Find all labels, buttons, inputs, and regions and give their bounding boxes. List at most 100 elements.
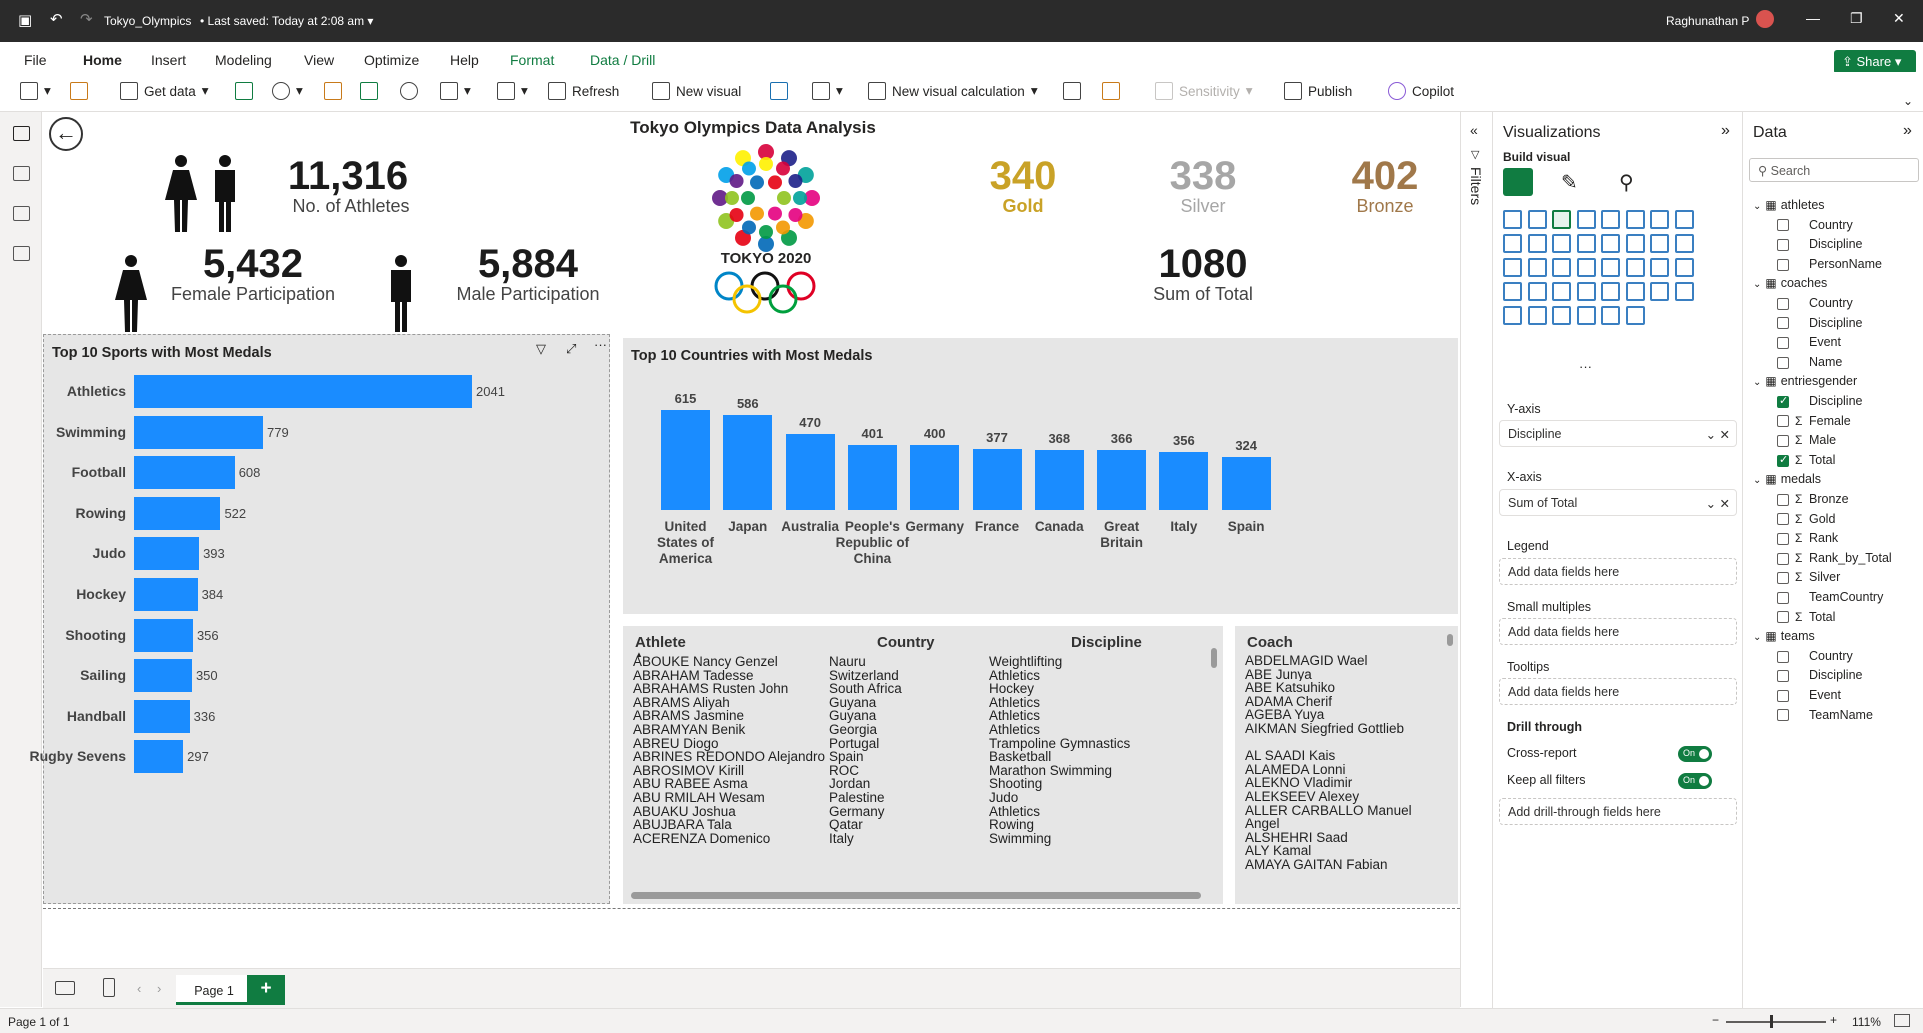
coaches-table-v-scrollbar[interactable] [1447,634,1453,646]
field-checkbox[interactable] [1777,572,1789,585]
stacked-area-visual-icon[interactable] [1503,234,1522,253]
collapse-data-icon[interactable]: » [1903,122,1912,139]
next-page-icon[interactable]: › [157,981,162,996]
keep-filters-toggle[interactable]: On [1678,773,1712,789]
data-table-entriesgender[interactable]: ⌄ ▦ entriesgender [1753,374,1857,388]
expand-chevron-icon[interactable]: ⌄ [1753,279,1762,291]
more-visuals-ellipsis-icon[interactable]: ··· [1579,359,1592,374]
athlete-column-header[interactable]: Athlete [635,634,686,651]
field-checkbox[interactable] [1777,219,1789,232]
tab-home[interactable]: Home [83,52,122,77]
last-saved[interactable]: • Last saved: Today at 2:08 am ▾ [200,14,374,28]
expand-filters-icon[interactable]: « [1470,122,1478,138]
undo-icon[interactable]: ↶ [50,11,63,28]
quick-measure-button[interactable] [1102,82,1120,100]
redo-icon[interactable]: ↷ [80,11,93,28]
zoom-slider-thumb[interactable] [1770,1015,1773,1028]
zoom-level[interactable]: 111% [1852,1015,1881,1029]
countries-bar[interactable] [910,444,960,510]
data-field-silver[interactable]: Σ Silver [1777,570,1840,584]
text-box-button[interactable] [770,82,788,100]
countries-bar[interactable] [661,410,710,510]
zoom-in-icon[interactable]: + [1830,1013,1838,1027]
zoom-out-icon[interactable]: − [1712,1013,1720,1027]
dataverse-button[interactable] [400,82,418,100]
field-checkbox[interactable] [1777,258,1789,271]
key-influencers-visual-icon[interactable] [1650,282,1669,301]
field-checkbox[interactable] [1777,552,1789,565]
data-table-teams[interactable]: ⌄ ▦ teams [1753,629,1815,643]
tab-optimize[interactable]: Optimize [364,52,420,68]
share-button[interactable]: ⇪ Share ▾ [1834,50,1916,74]
power-automate-visual-icon[interactable] [1625,306,1645,325]
slicer-visual-icon[interactable] [1527,282,1547,301]
data-field-total[interactable]: Σ Total [1777,453,1835,467]
paste-button[interactable]: ▾ [20,82,51,100]
collapse-visualizations-icon[interactable]: » [1721,122,1730,139]
field-checkbox[interactable] [1777,356,1789,369]
filters-label[interactable]: Filters [1468,167,1484,206]
stacked-column-visual-icon[interactable] [1527,210,1547,229]
data-table-coaches[interactable]: ⌄ ▦ coaches [1753,276,1827,290]
prev-page-icon[interactable]: ‹ [137,981,142,996]
countries-bar[interactable] [723,414,773,510]
tab-modeling[interactable]: Modeling [215,52,272,68]
report-view-icon[interactable] [13,126,30,141]
expand-chevron-icon[interactable]: ⌄ [1753,632,1762,644]
tooltips-well[interactable]: Add data fields here [1499,678,1737,705]
expand-chevron-icon[interactable]: ⌄ [1753,475,1762,487]
data-field-discipline[interactable]: Discipline [1777,237,1863,251]
coach-column-header[interactable]: Coach [1247,634,1293,651]
ribbon-visual-icon[interactable] [1576,234,1596,253]
countries-bar[interactable] [1159,452,1209,510]
tab-help[interactable]: Help [450,52,479,68]
data-field-teamname[interactable]: TeamName [1777,708,1873,722]
data-field-event[interactable]: Event [1777,335,1841,349]
sports-bar[interactable] [134,618,193,652]
dax-query-view-icon[interactable] [13,246,30,261]
data-field-discipline[interactable]: Discipline [1777,394,1863,408]
countries-bar[interactable] [1097,450,1147,510]
field-checkbox[interactable] [1777,513,1789,526]
sports-bar[interactable] [134,537,200,571]
new-measure-button[interactable] [1063,82,1081,100]
data-field-rank[interactable]: Σ Rank [1777,531,1838,545]
file-name[interactable]: Tokyo_Olympics [104,14,192,28]
countries-bar[interactable] [1221,457,1271,510]
countries-column-chart[interactable]: Top 10 Countries with Most Medals 615 Uni… [623,338,1458,614]
line-column-visual-icon[interactable] [1527,234,1547,253]
data-field-country[interactable]: Country [1777,296,1853,310]
country-column-header[interactable]: Country [877,634,935,651]
sports-bar[interactable] [134,496,221,530]
field-checkbox[interactable] [1777,453,1789,467]
area-visual-icon[interactable] [1674,210,1694,229]
build-visual-tab-icon[interactable] [1503,168,1533,196]
donut-visual-icon[interactable] [1503,258,1522,277]
clustered-column-visual-icon[interactable] [1576,210,1596,229]
sports-bar[interactable] [134,659,192,693]
field-checkbox[interactable] [1777,415,1789,428]
treemap-visual-icon[interactable] [1527,258,1547,277]
save-icon[interactable]: ▣ [18,12,33,29]
discipline-column-header[interactable]: Discipline [1071,634,1142,651]
azure-map-visual-icon[interactable] [1601,258,1620,277]
countries-bar[interactable] [972,448,1022,510]
field-checkbox[interactable] [1777,670,1789,683]
user-avatar[interactable] [1756,10,1774,28]
kpi-visual-icon[interactable] [1503,282,1522,301]
countries-bar[interactable] [1034,450,1084,510]
tab-insert[interactable]: Insert [151,52,187,68]
field-checkbox[interactable] [1777,689,1789,702]
back-button-icon[interactable]: ← [49,117,83,151]
data-field-country[interactable]: Country [1777,649,1853,663]
refresh-button[interactable]: Refresh [548,82,619,100]
field-checkbox[interactable] [1777,394,1789,408]
line-clustered-visual-icon[interactable] [1552,234,1571,253]
field-checkbox[interactable] [1777,238,1789,251]
data-table-athletes[interactable]: ⌄ ▦ athletes [1753,198,1825,212]
sports-bar[interactable] [134,699,190,733]
cross-report-toggle[interactable]: On [1678,746,1712,762]
data-field-event[interactable]: Event [1777,688,1841,702]
narrative-visual-icon[interactable] [1527,306,1547,325]
gauge-visual-icon[interactable] [1625,258,1645,277]
